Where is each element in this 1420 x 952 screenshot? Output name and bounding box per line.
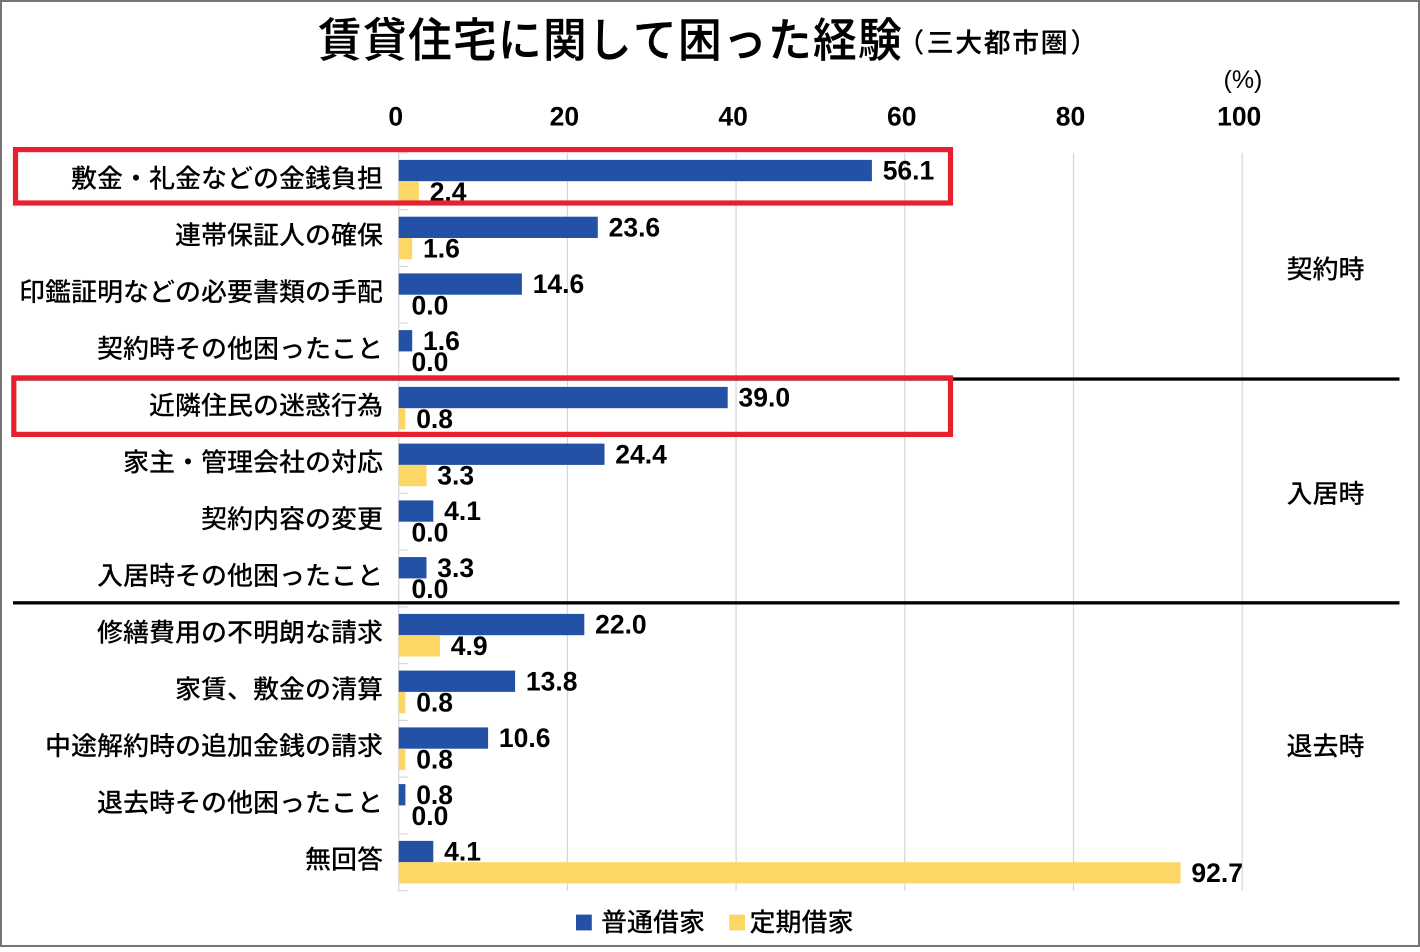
svg-text:24.4: 24.4 (615, 439, 667, 469)
svg-text:0.0: 0.0 (412, 347, 449, 377)
svg-text:80: 80 (1056, 101, 1085, 131)
svg-text:23.6: 23.6 (609, 212, 661, 242)
svg-text:0.0: 0.0 (412, 517, 449, 547)
svg-text:0.8: 0.8 (416, 744, 453, 774)
svg-text:39.0: 39.0 (739, 383, 791, 413)
svg-text:1.6: 1.6 (423, 326, 460, 356)
svg-text:100: 100 (1217, 101, 1261, 131)
svg-text:1.6: 1.6 (423, 234, 460, 264)
svg-text:3.3: 3.3 (437, 553, 474, 583)
svg-text:0.0: 0.0 (412, 290, 449, 320)
svg-text:4.9: 4.9 (451, 631, 488, 661)
svg-text:0.0: 0.0 (412, 574, 449, 604)
svg-text:4.1: 4.1 (444, 496, 481, 526)
svg-text:0.8: 0.8 (416, 404, 453, 434)
svg-text:22.0: 22.0 (595, 610, 647, 640)
svg-text:(%): (%) (1224, 66, 1263, 94)
svg-text:3.3: 3.3 (437, 461, 474, 491)
svg-text:0.8: 0.8 (416, 780, 453, 810)
svg-text:14.6: 14.6 (533, 269, 585, 299)
svg-text:40: 40 (718, 101, 747, 131)
svg-text:10.6: 10.6 (499, 723, 551, 753)
svg-text:4.1: 4.1 (444, 837, 481, 867)
svg-text:13.8: 13.8 (526, 666, 578, 696)
svg-text:60: 60 (887, 101, 916, 131)
svg-text:0.8: 0.8 (416, 688, 453, 718)
svg-text:56.1: 56.1 (883, 156, 935, 186)
svg-text:92.7: 92.7 (1191, 858, 1243, 888)
svg-text:0.0: 0.0 (412, 801, 449, 831)
svg-text:20: 20 (550, 101, 579, 131)
svg-text:0: 0 (388, 101, 403, 131)
